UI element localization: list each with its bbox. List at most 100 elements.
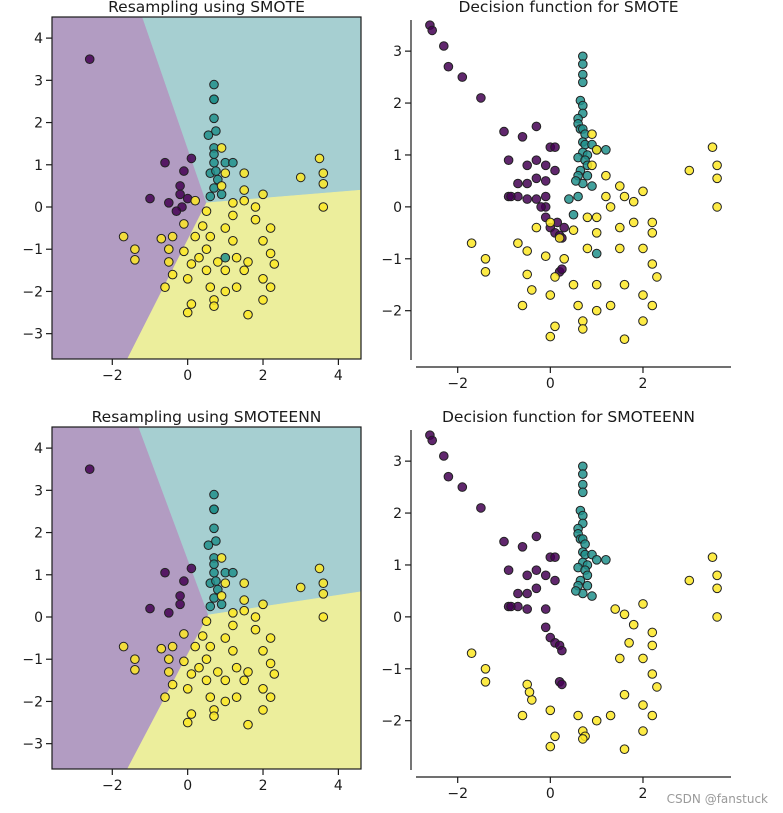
data-point-class-2	[243, 719, 253, 730]
data-point-class-2	[239, 595, 249, 605]
subplot-smote-decision: −2 0 2 −2 −1 0 1 2 3 Decision function for SMOTE	[381, 0, 731, 392]
data-point-class-2	[615, 181, 625, 191]
data-point-class-0	[522, 178, 533, 189]
data-point-class-2	[182, 717, 193, 728]
data-point-class-2	[605, 300, 616, 311]
x-tick-label: 4	[334, 778, 343, 794]
data-point-class-2	[318, 589, 329, 599]
data-point-class-2	[647, 228, 658, 238]
data-point-class-0	[443, 471, 454, 482]
data-point-class-1	[571, 586, 581, 596]
data-point-class-2	[605, 710, 616, 721]
data-point-class-2	[201, 244, 212, 254]
data-point-class-1	[591, 248, 602, 259]
data-point-class-1	[582, 570, 593, 581]
data-point-class-1	[582, 170, 593, 181]
data-point-class-2	[205, 231, 216, 242]
data-point-class-2	[591, 145, 602, 155]
axes: −2 0 2 4 −3 −2 −1 0 1 2 3 4	[22, 426, 362, 794]
data-point-class-1	[209, 504, 219, 515]
data-point-class-2	[190, 231, 200, 242]
data-point-class-2	[231, 692, 242, 703]
data-point-class-1	[578, 59, 588, 69]
data-point-class-2	[466, 238, 477, 248]
data-point-class-2	[258, 646, 268, 656]
data-point-class-0	[550, 142, 560, 152]
data-point-class-2	[624, 638, 634, 648]
data-point-class-2	[186, 709, 197, 719]
data-point-class-2	[130, 244, 140, 254]
y-tick-label: 0	[393, 200, 402, 216]
data-point-class-2	[209, 711, 219, 722]
data-point-class-2	[228, 608, 238, 618]
data-point-class-0	[503, 565, 514, 576]
data-point-class-0	[457, 72, 468, 82]
data-point-class-0	[536, 202, 546, 212]
data-point-class-1	[209, 489, 219, 500]
data-point-class-2	[615, 243, 625, 254]
data-point-class-2	[265, 282, 276, 293]
data-point-class-2	[201, 206, 212, 216]
data-point-class-2	[205, 282, 216, 293]
data-point-class-2	[156, 233, 167, 244]
data-point-class-0	[531, 121, 542, 132]
data-point-class-2	[220, 578, 231, 589]
data-point-class-2	[239, 578, 249, 589]
data-point-class-1	[578, 469, 588, 479]
x-tick-label: −2	[447, 786, 468, 802]
y-tick-label: −2	[381, 714, 402, 730]
data-point-class-2	[194, 252, 204, 263]
data-point-class-2	[647, 710, 658, 721]
data-point-class-0	[550, 165, 560, 176]
data-point-class-2	[314, 563, 325, 574]
data-point-class-1	[578, 77, 588, 88]
data-point-class-2	[554, 233, 565, 243]
data-point-class-2	[216, 143, 227, 153]
data-point-class-2	[480, 253, 491, 264]
data-point-class-2	[712, 570, 722, 581]
data-point-class-0	[164, 198, 174, 208]
data-point-class-0	[522, 604, 533, 614]
data-point-class-2	[243, 309, 253, 320]
data-point-class-0	[186, 563, 197, 574]
data-point-class-1	[578, 487, 588, 498]
y-tick-label: −1	[22, 652, 43, 668]
data-point-class-2	[118, 231, 129, 242]
data-point-class-0	[427, 25, 438, 36]
data-point-class-2	[712, 583, 722, 594]
data-point-class-2	[167, 269, 178, 280]
data-point-class-1	[587, 181, 597, 191]
data-point-class-2	[628, 217, 639, 228]
subplot-title: Resampling using SMOTE	[108, 0, 305, 16]
data-point-class-2	[164, 667, 174, 677]
data-point-class-2	[182, 307, 193, 318]
data-point-class-2	[179, 629, 189, 639]
data-point-class-0	[531, 194, 542, 204]
data-point-class-1	[205, 191, 216, 202]
data-point-class-0	[557, 645, 567, 656]
data-point-class-2	[517, 710, 528, 721]
data-point-class-2	[573, 710, 583, 721]
data-point-class-2	[652, 272, 662, 282]
data-point-class-2	[587, 129, 597, 139]
data-point-class-0	[540, 604, 551, 614]
data-point-class-0	[513, 588, 523, 599]
decision-region-class-1	[142, 17, 361, 204]
data-point-class-2	[179, 656, 189, 667]
x-tick-label: 0	[183, 368, 192, 384]
data-point-class-1	[209, 567, 219, 578]
data-point-class-2	[638, 186, 648, 197]
y-tick-label: 2	[34, 526, 43, 542]
subplot-title: Decision function for SMOTEENN	[442, 408, 695, 426]
data-point-class-2	[601, 191, 611, 202]
data-point-class-2	[220, 675, 231, 686]
data-point-class-2	[591, 228, 602, 238]
data-point-class-2	[228, 620, 238, 631]
y-tick-label: 3	[393, 454, 402, 470]
data-point-class-2	[517, 300, 528, 311]
data-point-class-0	[513, 178, 523, 189]
scatter-points	[84, 54, 329, 320]
data-point-class-0	[84, 54, 95, 65]
data-point-class-0	[517, 132, 528, 142]
data-point-class-2	[647, 627, 658, 638]
